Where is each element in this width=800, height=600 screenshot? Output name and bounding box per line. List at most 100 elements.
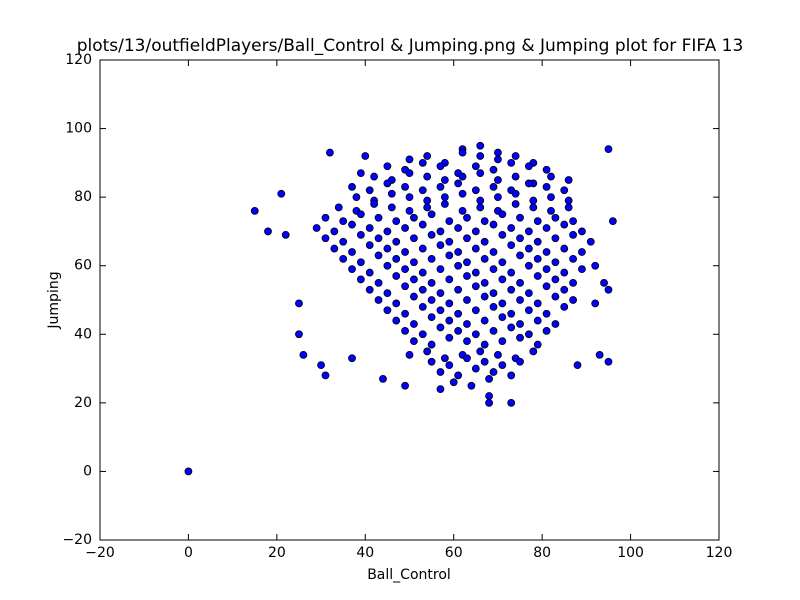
point <box>507 268 516 277</box>
point <box>418 158 427 167</box>
point <box>489 165 498 174</box>
point <box>524 306 533 315</box>
point <box>436 227 445 236</box>
point <box>489 368 498 376</box>
point <box>356 258 365 267</box>
point <box>516 234 524 243</box>
point <box>471 162 480 171</box>
point <box>361 152 370 160</box>
point <box>440 193 449 202</box>
point <box>569 296 577 304</box>
point <box>551 275 560 284</box>
point <box>440 176 449 184</box>
point <box>427 254 436 263</box>
point <box>405 169 414 178</box>
x-tick-label: 80 <box>533 545 551 561</box>
point <box>480 254 489 263</box>
point <box>352 193 361 202</box>
point <box>463 337 471 346</box>
point <box>330 227 339 236</box>
point <box>560 186 569 195</box>
point <box>401 224 409 232</box>
point <box>454 326 463 335</box>
point <box>321 213 330 222</box>
point <box>489 289 498 298</box>
point <box>454 179 463 188</box>
point <box>383 261 392 270</box>
point <box>356 275 365 284</box>
point <box>533 237 542 246</box>
point <box>551 292 560 301</box>
point <box>542 165 551 174</box>
point <box>348 248 356 256</box>
point <box>564 176 573 184</box>
point <box>463 213 471 222</box>
point <box>463 296 471 304</box>
point <box>533 272 542 280</box>
point <box>494 350 502 359</box>
point <box>489 302 498 311</box>
point <box>370 172 379 181</box>
point <box>365 224 374 232</box>
point <box>454 371 463 380</box>
point <box>392 299 401 308</box>
point <box>356 210 365 219</box>
plot-frame <box>99 59 720 541</box>
point <box>498 210 507 219</box>
point <box>516 278 524 287</box>
point <box>542 282 551 291</box>
point <box>449 378 458 387</box>
point <box>471 306 480 315</box>
point <box>480 237 489 246</box>
point <box>485 398 493 407</box>
point <box>326 148 334 157</box>
point <box>489 326 498 335</box>
point <box>569 278 577 287</box>
point <box>401 309 409 318</box>
point <box>604 145 613 154</box>
point <box>507 285 516 294</box>
point <box>551 234 560 243</box>
point <box>383 179 392 188</box>
point <box>374 213 383 222</box>
point <box>401 282 409 291</box>
point <box>445 275 454 284</box>
point <box>591 261 600 270</box>
point <box>458 206 467 215</box>
point <box>489 265 498 274</box>
point <box>392 272 401 280</box>
point <box>445 251 454 260</box>
point <box>418 268 427 277</box>
point <box>516 296 524 304</box>
point <box>436 241 445 250</box>
point <box>423 203 432 212</box>
point <box>564 203 573 212</box>
point <box>498 361 507 370</box>
point <box>498 258 507 267</box>
point <box>454 224 463 232</box>
point <box>405 155 414 164</box>
point <box>334 203 343 212</box>
point <box>440 354 449 363</box>
point <box>365 285 374 294</box>
y-tick-label: 20 <box>74 395 92 411</box>
point <box>348 354 356 363</box>
point <box>524 227 533 236</box>
point <box>401 265 409 274</box>
point <box>370 200 379 208</box>
point <box>471 282 480 291</box>
point <box>542 248 551 256</box>
point <box>410 292 418 301</box>
point <box>427 357 436 366</box>
point <box>533 217 542 226</box>
x-tick-label: 60 <box>445 545 463 561</box>
point <box>410 337 418 346</box>
point <box>498 313 507 322</box>
point <box>264 227 272 236</box>
point <box>339 237 348 246</box>
point <box>586 237 595 246</box>
point <box>418 244 427 253</box>
point <box>418 220 427 229</box>
point <box>427 210 436 219</box>
